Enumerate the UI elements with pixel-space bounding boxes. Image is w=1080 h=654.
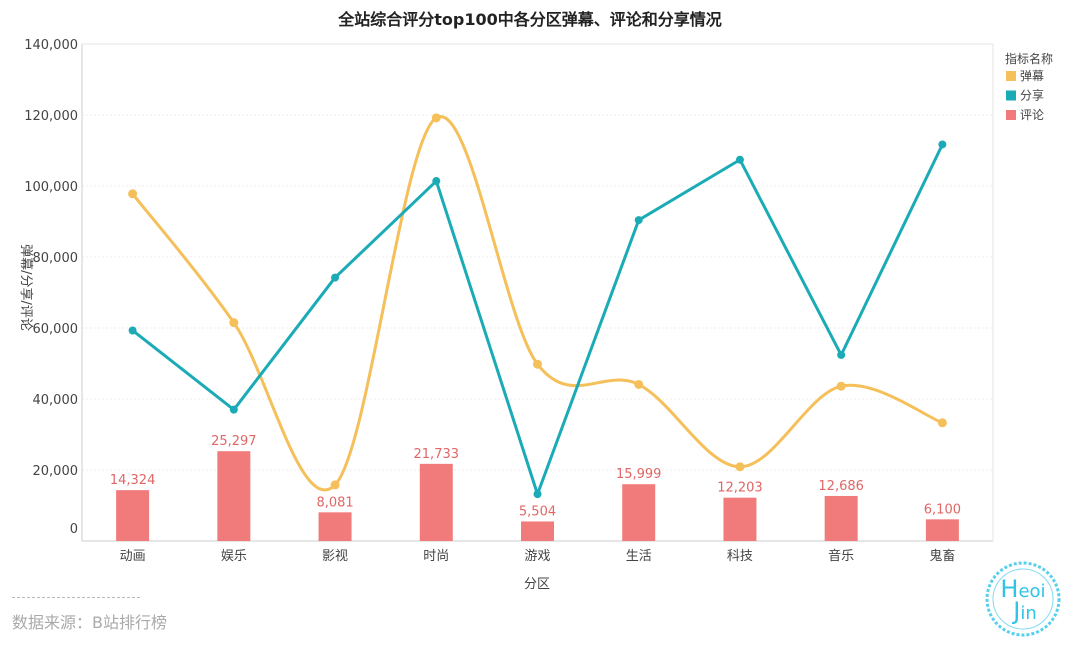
bar-label: 21,733 xyxy=(414,447,460,462)
point-弹幕-娱乐 xyxy=(229,318,239,328)
y-tick-label: 60,000 xyxy=(33,322,79,337)
bar-生活 xyxy=(622,484,656,541)
source-divider xyxy=(12,597,140,598)
bar-label: 5,504 xyxy=(519,504,556,519)
bar-label: 12,686 xyxy=(818,479,864,494)
x-tick-label: 娱乐 xyxy=(221,549,247,564)
svg-text:Heoi: Heoi xyxy=(1000,575,1045,603)
point-分享-娱乐 xyxy=(229,405,238,414)
legend-item-分享: 分享 xyxy=(1020,88,1044,103)
y-tick-label: 120,000 xyxy=(24,109,78,124)
legend-swatch-评论 xyxy=(1006,110,1016,120)
y-tick-label: 140,000 xyxy=(24,38,78,53)
point-分享-鬼畜 xyxy=(938,140,947,149)
x-tick-label: 影视 xyxy=(322,549,348,564)
point-分享-游戏 xyxy=(533,490,542,499)
y-axis-ticks: 0 20,000 40,000 60,000 80,000 100,000 120,000 1… xyxy=(24,38,78,537)
point-弹幕-生活 xyxy=(634,379,644,389)
x-tick-label: 生活 xyxy=(626,549,652,564)
x-axis-ticks: 动画 娱乐 影视 时尚 游戏 生活 科技 音乐 鬼畜 xyxy=(120,548,956,564)
svg-text:Jin: Jin xyxy=(1011,597,1037,625)
x-tick-label: 鬼畜 xyxy=(929,548,955,564)
y-tick-label: 0 xyxy=(70,522,78,537)
bar-动画 xyxy=(116,490,150,541)
bar-时尚 xyxy=(419,463,453,541)
watermark-logo: Heoi Jin xyxy=(985,561,1061,637)
data-source: 数据来源：B站排行榜 xyxy=(12,613,167,632)
bar-科技 xyxy=(723,497,757,541)
bar-label: 15,999 xyxy=(616,467,662,482)
x-tick-label: 科技 xyxy=(727,549,753,564)
line-points xyxy=(128,113,947,499)
legend-swatch-弹幕 xyxy=(1006,71,1016,81)
x-tick-label: 时尚 xyxy=(423,549,449,564)
bar-鬼畜 xyxy=(925,519,959,541)
point-分享-生活 xyxy=(634,216,643,225)
y-axis-title: 弹幕/分享/评论 xyxy=(18,244,34,331)
y-tick-label: 40,000 xyxy=(33,393,79,408)
bar-影视 xyxy=(318,512,352,541)
point-弹幕-科技 xyxy=(735,462,745,472)
bar-label: 14,324 xyxy=(110,473,156,488)
x-tick-label: 动画 xyxy=(120,549,146,564)
point-弹幕-鬼畜 xyxy=(937,418,947,428)
bar-音乐 xyxy=(824,495,858,541)
y-tick-label: 80,000 xyxy=(33,251,79,266)
point-分享-科技 xyxy=(735,155,744,164)
point-弹幕-影视 xyxy=(330,480,340,490)
point-分享-时尚 xyxy=(432,177,441,186)
point-弹幕-游戏 xyxy=(533,359,542,369)
x-tick-label: 游戏 xyxy=(524,549,550,564)
bar-娱乐 xyxy=(217,451,251,541)
bar-游戏 xyxy=(521,521,554,541)
y-tick-label: 20,000 xyxy=(33,464,79,479)
chart-title: 全站综合评分top100中各分区弹幕、评论和分享情况 xyxy=(337,10,722,29)
point-弹幕-音乐 xyxy=(836,381,846,391)
comment-bars xyxy=(116,451,959,541)
legend-item-弹幕: 弹幕 xyxy=(1020,69,1044,83)
bar-label: 12,203 xyxy=(717,481,763,496)
point-分享-影视 xyxy=(331,273,340,282)
bar-label: 8,081 xyxy=(316,495,353,510)
legend-swatch-分享 xyxy=(1006,90,1016,101)
point-分享-音乐 xyxy=(837,350,846,359)
y-tick-label: 100,000 xyxy=(24,180,78,195)
point-弹幕-动画 xyxy=(128,189,138,199)
legend-item-评论: 评论 xyxy=(1020,108,1044,122)
gridlines xyxy=(82,43,993,471)
x-axis-title: 分区 xyxy=(524,577,550,592)
legend-title: 指标名称 xyxy=(1005,51,1053,66)
line-弹幕 xyxy=(131,115,943,492)
bar-label: 25,297 xyxy=(211,434,257,449)
comment-bar-labels: 14,324 25,297 8,081 21,733 5,504 15,999 12,203… xyxy=(110,434,961,519)
point-弹幕-时尚 xyxy=(431,113,441,123)
point-分享-动画 xyxy=(128,326,137,335)
x-tick-label: 音乐 xyxy=(828,548,854,564)
bar-label: 6,100 xyxy=(924,502,961,517)
